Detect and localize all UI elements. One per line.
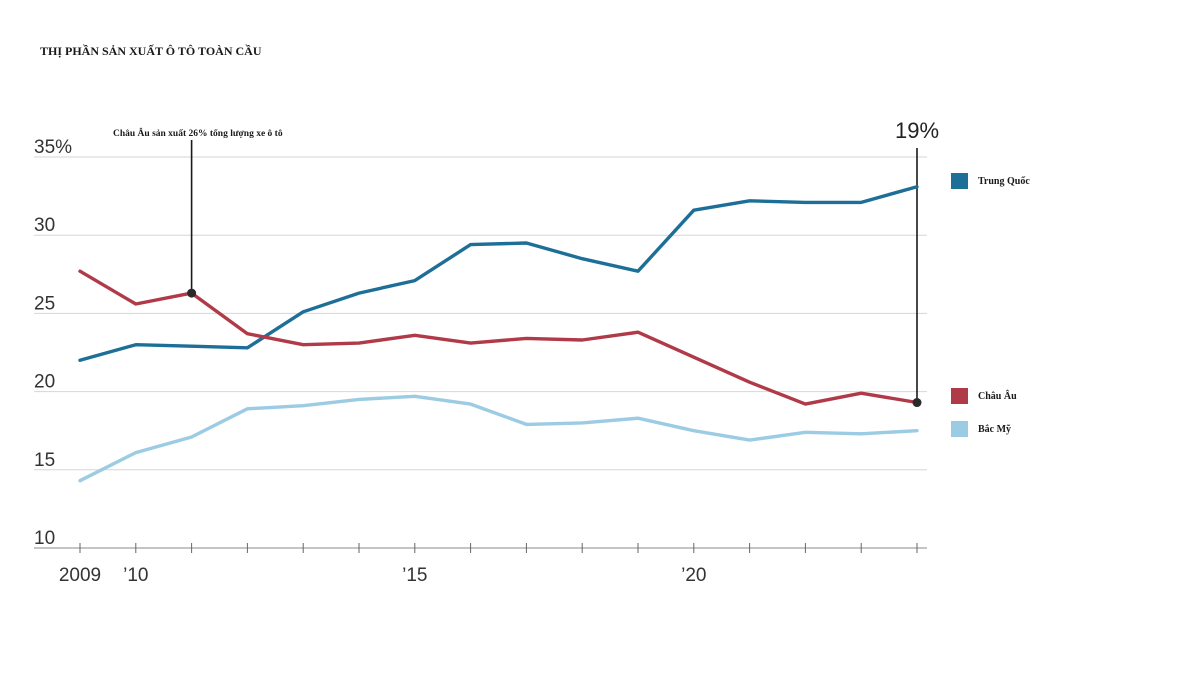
legend-swatch-2 — [951, 421, 968, 437]
series-line-1 — [78, 269, 919, 406]
y-axis: 35% 30 25 20 15 10 — [34, 137, 72, 549]
annotation-value: 19% — [895, 118, 939, 143]
series-lines — [78, 185, 919, 483]
legend-swatch-1 — [951, 388, 968, 404]
y-tick-label: 20 — [34, 372, 55, 393]
legend-swatch-0 — [951, 173, 968, 189]
annotation-text: Châu Âu sản xuất 26% tổng lượng xe ô tô — [113, 127, 283, 139]
x-axis: 2009 ’10 ’15 ’20 — [34, 543, 927, 586]
chart-title: THỊ PHẦN SẢN XUẤT Ô TÔ TOÀN CẦU — [40, 43, 262, 58]
x-tick-label: ’15 — [402, 565, 427, 586]
y-tick-label: 15 — [34, 450, 55, 471]
annotation-point — [187, 288, 197, 298]
series-line-0 — [78, 185, 919, 362]
annotation-lines — [190, 140, 918, 403]
y-tick-label: 25 — [34, 293, 55, 314]
x-tick-label: 2009 — [59, 565, 101, 586]
annotation-points: Châu Âu sản xuất 26% tổng lượng xe ô tô 1… — [113, 118, 939, 408]
y-tick-label: 35% — [34, 137, 72, 158]
series-line-2 — [78, 394, 919, 483]
y-tick-label: 30 — [34, 215, 55, 236]
x-tick-label: ’10 — [123, 565, 148, 586]
y-tick-label: 10 — [34, 528, 55, 549]
grid — [34, 156, 927, 471]
legend-label-1: Châu Âu — [978, 390, 1017, 402]
legend-label-0: Trung Quốc — [978, 176, 1030, 187]
legend-label-2: Bắc Mỹ — [978, 424, 1011, 435]
annotation-point — [912, 398, 922, 408]
x-tick-label: ’20 — [681, 565, 706, 586]
legend: Trung Quốc Châu Âu Bắc Mỹ — [951, 173, 1030, 437]
